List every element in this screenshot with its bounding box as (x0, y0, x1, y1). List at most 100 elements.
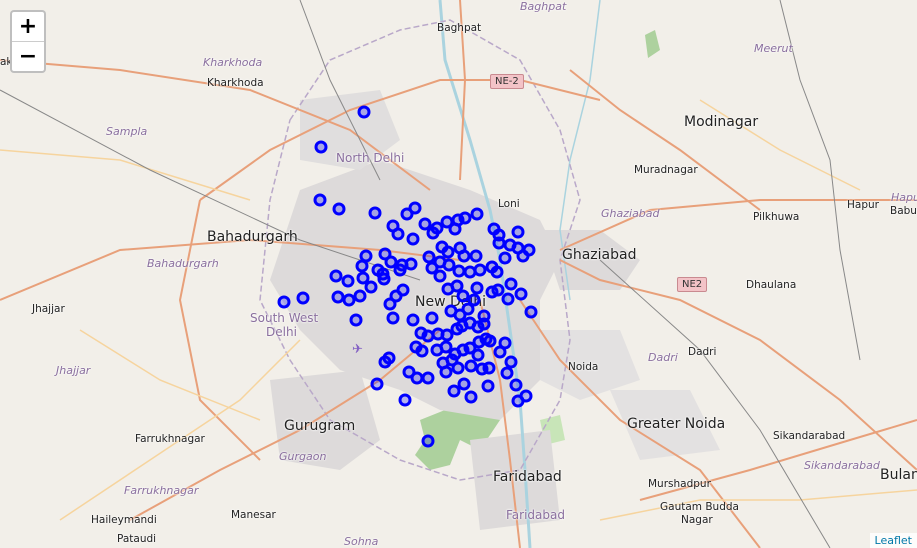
circle-marker[interactable] (425, 311, 439, 325)
circle-marker[interactable] (469, 249, 483, 263)
circle-marker[interactable] (458, 211, 472, 225)
circle-marker[interactable] (464, 359, 478, 373)
circle-marker[interactable] (504, 277, 518, 291)
label-ghaziabad: Ghaziabad (562, 247, 637, 263)
circle-marker[interactable] (364, 280, 378, 294)
circle-marker[interactable] (516, 249, 530, 263)
circle-marker[interactable] (440, 328, 454, 342)
circle-marker[interactable] (491, 283, 505, 297)
circle-marker[interactable] (470, 207, 484, 221)
circle-marker[interactable] (356, 271, 370, 285)
circle-marker[interactable] (450, 279, 464, 293)
circle-marker[interactable] (470, 281, 484, 295)
circle-marker[interactable] (467, 293, 481, 307)
circle-marker[interactable] (463, 265, 477, 279)
circle-marker[interactable] (400, 207, 414, 221)
label-kharkhoda-district: Kharkhoda (203, 56, 263, 69)
attribution-link[interactable]: Leaflet (869, 533, 917, 548)
circle-marker[interactable] (504, 355, 518, 369)
circle-marker[interactable] (447, 384, 461, 398)
circle-marker[interactable] (341, 274, 355, 288)
circle-marker[interactable] (482, 361, 496, 375)
ridge-forest (415, 400, 500, 470)
circle-marker[interactable] (396, 283, 410, 297)
circle-marker[interactable] (277, 295, 291, 309)
circle-marker[interactable] (406, 232, 420, 246)
circle-marker[interactable] (511, 225, 525, 239)
circle-marker[interactable] (421, 434, 435, 448)
circle-marker[interactable] (426, 226, 440, 240)
circle-marker[interactable] (457, 377, 471, 391)
circle-marker[interactable] (332, 202, 346, 216)
circle-marker[interactable] (378, 247, 392, 261)
circle-marker[interactable] (359, 249, 373, 263)
circle-marker[interactable] (479, 332, 493, 346)
circle-marker[interactable] (406, 313, 420, 327)
circle-marker[interactable] (477, 317, 491, 331)
circle-marker[interactable] (464, 390, 478, 404)
circle-marker[interactable] (408, 201, 422, 215)
circle-marker[interactable] (501, 292, 515, 306)
circle-marker[interactable] (355, 259, 369, 273)
circle-marker[interactable] (398, 393, 412, 407)
circle-marker[interactable] (418, 217, 432, 231)
circle-marker[interactable] (383, 297, 397, 311)
circle-marker[interactable] (461, 302, 475, 316)
zoom-out-button[interactable]: − (12, 41, 44, 71)
circle-marker[interactable] (500, 366, 514, 380)
circle-marker[interactable] (402, 365, 416, 379)
circle-marker[interactable] (493, 345, 507, 359)
circle-marker[interactable] (448, 222, 462, 236)
circle-marker[interactable] (415, 344, 429, 358)
circle-marker[interactable] (421, 329, 435, 343)
circle-marker[interactable] (457, 249, 471, 263)
circle-marker[interactable] (331, 290, 345, 304)
label-modinagar: Modinagar (684, 114, 759, 130)
circle-marker[interactable] (377, 272, 391, 286)
circle-marker[interactable] (349, 313, 363, 327)
circle-marker[interactable] (425, 261, 439, 275)
circle-marker[interactable] (391, 227, 405, 241)
circle-marker[interactable] (382, 351, 396, 365)
circle-marker[interactable] (422, 250, 436, 264)
circle-marker[interactable] (441, 245, 455, 259)
circle-marker[interactable] (498, 251, 512, 265)
circle-marker[interactable] (445, 353, 459, 367)
circle-marker[interactable] (353, 289, 367, 303)
circle-marker[interactable] (384, 255, 398, 269)
circle-marker[interactable] (313, 193, 327, 207)
circle-marker[interactable] (404, 257, 418, 271)
circle-marker[interactable] (357, 105, 371, 119)
circle-marker[interactable] (481, 379, 495, 393)
circle-marker[interactable] (421, 371, 435, 385)
circle-marker[interactable] (442, 258, 456, 272)
zoom-in-button[interactable]: + (18, 14, 38, 39)
circle-marker[interactable] (368, 206, 382, 220)
circle-marker[interactable] (451, 361, 465, 375)
urban-noida (540, 330, 640, 400)
circle-marker[interactable] (473, 263, 487, 277)
circle-marker[interactable] (329, 269, 343, 283)
circle-marker[interactable] (524, 305, 538, 319)
circle-marker[interactable] (393, 263, 407, 277)
circle-marker[interactable] (439, 340, 453, 354)
circle-marker[interactable] (439, 365, 453, 379)
circle-marker[interactable] (490, 265, 504, 279)
circle-marker[interactable] (386, 311, 400, 325)
circle-marker[interactable] (342, 293, 356, 307)
circle-marker[interactable] (471, 348, 485, 362)
circle-marker[interactable] (492, 236, 506, 250)
circle-marker[interactable] (370, 377, 384, 391)
circle-marker[interactable] (433, 269, 447, 283)
circle-marker[interactable] (452, 264, 466, 278)
circle-marker[interactable] (509, 378, 523, 392)
circle-marker[interactable] (514, 287, 528, 301)
circle-marker[interactable] (410, 371, 424, 385)
circle-marker[interactable] (296, 291, 310, 305)
label-ghaziabad-district: Ghaziabad (601, 207, 660, 220)
circle-marker[interactable] (463, 341, 477, 355)
circle-marker[interactable] (314, 140, 328, 154)
circle-marker[interactable] (511, 394, 525, 408)
circle-marker[interactable] (456, 289, 470, 303)
